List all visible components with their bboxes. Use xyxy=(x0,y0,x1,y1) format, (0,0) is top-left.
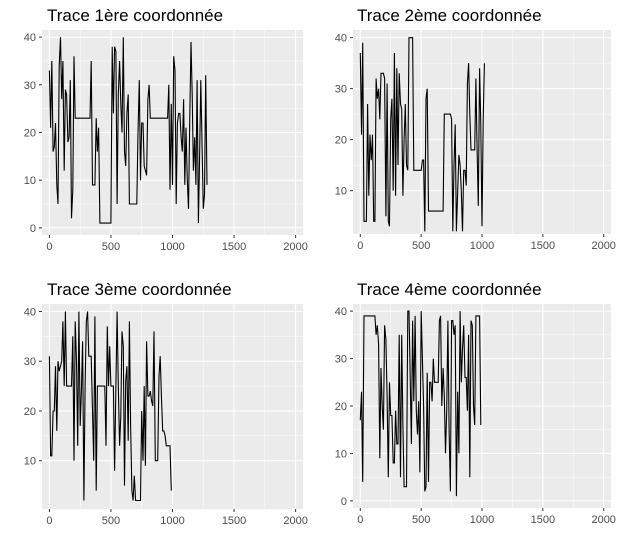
panel-1: Trace 1ère coordonnée 0 500 1000 1500 2000 0 1… xyxy=(0,0,309,274)
chart-svg: 0 500 1000 1500 2000 10 20 30 40 xyxy=(335,30,616,252)
x-tick-label: 1500 xyxy=(531,514,555,526)
x-tick-label: 1000 xyxy=(470,240,494,252)
y-tick-label: 20 xyxy=(335,401,347,413)
y-tick-label: 30 xyxy=(24,356,36,368)
trace-line xyxy=(48,311,172,502)
x-tick-label: 500 xyxy=(412,240,430,252)
x-tick-label: 2000 xyxy=(591,240,615,252)
y-tick-label: 40 xyxy=(24,32,36,44)
x-tick-label: 0 xyxy=(46,241,52,253)
panel-title: Trace 3ème coordonnée xyxy=(47,280,232,299)
y-tick-label: 30 xyxy=(335,354,347,366)
y-tick-label: 30 xyxy=(24,80,36,92)
x-tick-label: 1000 xyxy=(160,241,184,253)
y-tick-label: 20 xyxy=(24,406,36,418)
x-tick-label: 500 xyxy=(102,241,120,253)
y-tick-label: 0 xyxy=(30,223,36,235)
chart-svg: 0 500 1000 1500 2000 10 20 30 40 xyxy=(24,304,308,527)
trace-line xyxy=(359,310,482,497)
y-tick-label: 40 xyxy=(335,33,347,45)
panel-2: Trace 2ème coordonnée 0 500 1000 1500 2000 10… xyxy=(310,0,619,274)
x-tick-label: 500 xyxy=(412,514,430,526)
panel-3: Trace 3ème coordonnée 0 500 1000 1500 2000 10… xyxy=(0,274,309,548)
panel-title: Trace 2ème coordonnée xyxy=(357,6,542,25)
y-tick-label: 10 xyxy=(24,175,36,187)
x-tick-label: 1500 xyxy=(222,515,246,527)
x-tick-label: 2000 xyxy=(283,515,307,527)
y-tick-label: 10 xyxy=(335,448,347,460)
trace-line xyxy=(359,37,485,232)
x-tick-label: 1500 xyxy=(531,240,555,252)
y-tick-label: 20 xyxy=(335,135,347,147)
panel-title: Trace 1ère coordonnée xyxy=(47,6,224,25)
panel-title: Trace 4ème coordonnée xyxy=(357,280,542,299)
x-tick-label: 1000 xyxy=(470,514,494,526)
trace-line xyxy=(48,37,208,224)
y-tick-label: 20 xyxy=(24,128,36,140)
y-tick-label: 40 xyxy=(24,306,36,318)
y-tick-label: 10 xyxy=(24,456,36,468)
x-tick-label: 2000 xyxy=(591,514,615,526)
x-tick-label: 0 xyxy=(357,240,363,252)
y-tick-label: 30 xyxy=(335,84,347,96)
chart-svg: 0 500 1000 1500 2000 0 10 20 30 40 xyxy=(24,30,308,253)
y-tick-label: 40 xyxy=(335,306,347,318)
x-tick-label: 0 xyxy=(46,515,52,527)
x-tick-label: 2000 xyxy=(283,241,307,253)
y-tick-label: 10 xyxy=(335,186,347,198)
y-tick-label: 0 xyxy=(341,496,347,508)
panel-4: Trace 4ème coordonnée 0 500 1000 1500 2000 0 1… xyxy=(310,274,619,548)
x-tick-label: 1000 xyxy=(160,515,184,527)
x-tick-label: 0 xyxy=(357,514,363,526)
x-tick-label: 500 xyxy=(102,515,120,527)
chart-svg: 0 500 1000 1500 2000 0 10 20 30 40 xyxy=(335,304,616,526)
x-tick-label: 1500 xyxy=(222,241,246,253)
